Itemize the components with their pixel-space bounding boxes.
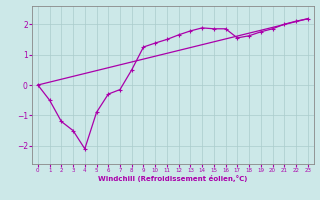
X-axis label: Windchill (Refroidissement éolien,°C): Windchill (Refroidissement éolien,°C) xyxy=(98,175,247,182)
